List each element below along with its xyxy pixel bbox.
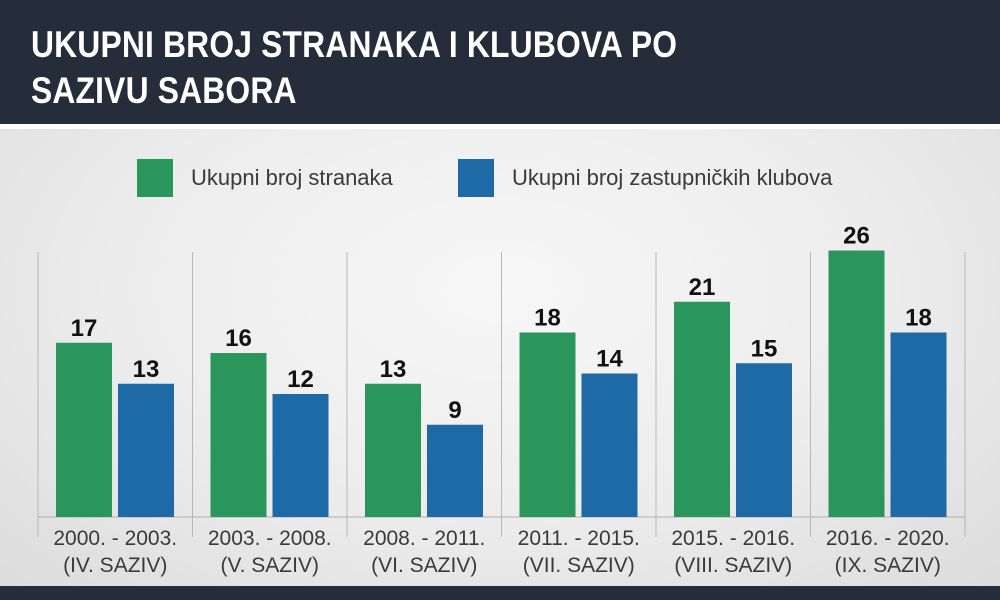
footer-bar xyxy=(0,586,1000,600)
data-label-stranaka: 26 xyxy=(843,223,870,250)
legend-item-stranaka: Ukupni broj stranaka xyxy=(137,158,393,198)
bar-klubova xyxy=(736,363,792,517)
bar-stranaka xyxy=(828,250,885,517)
tick-label-period: 2003. - 2008. xyxy=(208,527,332,550)
data-label-klubova: 15 xyxy=(751,335,778,362)
bar-stranaka xyxy=(56,342,112,517)
bar-stranaka xyxy=(519,332,576,517)
bar-klubova xyxy=(272,394,329,517)
tick-label-saziv: (VII. SAZIV) xyxy=(523,554,635,577)
tick-label-saziv: (VIII. SAZIV) xyxy=(674,554,792,577)
bar-klubova xyxy=(581,373,638,517)
bar-klubova xyxy=(118,383,174,517)
bar-stranaka xyxy=(674,301,730,517)
data-label-klubova: 14 xyxy=(596,346,623,373)
tick-label-period: 2000. - 2003. xyxy=(53,527,177,550)
bar-stranaka xyxy=(210,353,267,517)
data-label-stranaka: 21 xyxy=(689,274,716,301)
tick-label-period: 2016. - 2020. xyxy=(826,527,950,550)
tick-label-period: 2015. - 2016. xyxy=(671,527,795,550)
title-banner: UKUPNI BROJ STRANAKA I KLUBOVA PO SAZIVU… xyxy=(0,0,1000,124)
tick-label-period: 2008. - 2011. xyxy=(363,527,485,550)
chart-title-line-1: UKUPNI BROJ STRANAKA I KLUBOVA PO xyxy=(31,24,678,65)
legend-label-stranaka: Ukupni broj stranaka xyxy=(191,165,393,190)
legend-swatch-klubova xyxy=(458,159,494,197)
legend-swatch-stranaka xyxy=(137,159,173,197)
data-label-klubova: 18 xyxy=(905,305,932,332)
tick-label-saziv: (IX. SAZIV) xyxy=(835,554,941,577)
data-label-stranaka: 18 xyxy=(534,305,561,332)
legend-item-klubova: Ukupni broj zastupničkih klubova xyxy=(458,158,832,198)
legend-label-klubova: Ukupni broj zastupničkih klubova xyxy=(512,165,833,190)
tick-label-saziv: (V. SAZIV) xyxy=(221,554,319,577)
tick-label-saziv: (IV. SAZIV) xyxy=(63,554,167,577)
title-divider xyxy=(0,124,1000,129)
data-label-stranaka: 13 xyxy=(380,356,407,383)
bar-stranaka xyxy=(365,383,421,517)
tick-label-period: 2011. - 2015. xyxy=(518,527,640,550)
data-label-klubova: 12 xyxy=(287,366,314,393)
bar-klubova xyxy=(890,332,947,517)
bar-klubova xyxy=(427,424,483,517)
chart-title-line-2: SAZIVU SABORA xyxy=(31,70,297,111)
tick-label-saziv: (VI. SAZIV) xyxy=(371,554,477,577)
data-label-klubova: 9 xyxy=(448,397,461,424)
data-label-klubova: 13 xyxy=(133,356,160,383)
data-label-stranaka: 17 xyxy=(71,315,98,342)
data-label-stranaka: 16 xyxy=(225,325,252,352)
